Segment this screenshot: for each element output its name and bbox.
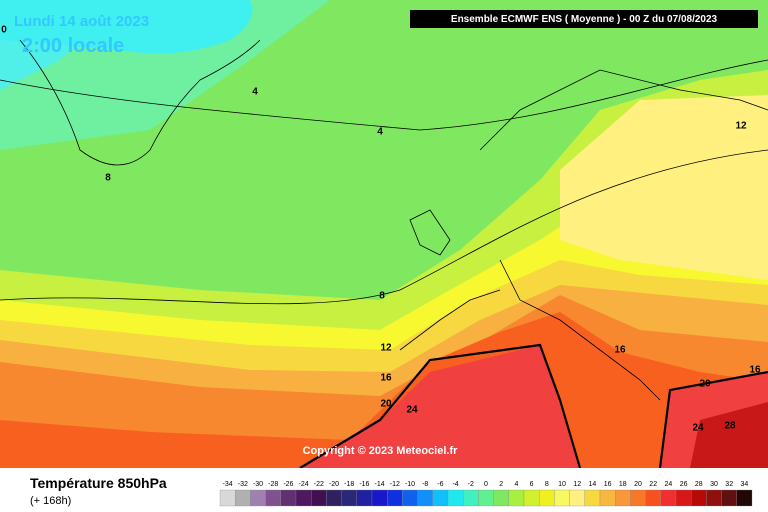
scale-box bbox=[630, 489, 646, 507]
scale-label: -18 bbox=[344, 481, 354, 488]
scale-box bbox=[463, 489, 479, 507]
scale-box bbox=[265, 489, 281, 507]
scale-label: 12 bbox=[573, 481, 581, 488]
contour-20 bbox=[299, 343, 768, 469]
scale-label: 14 bbox=[589, 481, 597, 488]
scale-box bbox=[675, 489, 692, 507]
scale-label: 10 bbox=[558, 481, 566, 488]
scale-box bbox=[295, 489, 312, 507]
scale-label: 2 bbox=[499, 481, 503, 488]
scale-label: -20 bbox=[329, 481, 339, 488]
scale-box bbox=[219, 489, 236, 507]
scale-box bbox=[660, 489, 677, 507]
scale-box bbox=[417, 489, 433, 507]
contour-label: 28 bbox=[724, 421, 736, 432]
scale-box bbox=[356, 489, 373, 507]
scale-box bbox=[432, 489, 449, 507]
footer-title: Température 850hPa bbox=[30, 475, 167, 491]
scale-box bbox=[371, 489, 388, 507]
contour-label: 24 bbox=[692, 423, 704, 434]
contour-label: 0 bbox=[1, 25, 7, 36]
scale-label: 34 bbox=[741, 481, 749, 488]
temperature-field bbox=[0, 0, 768, 468]
scale-box bbox=[584, 489, 601, 507]
scale-box bbox=[280, 489, 297, 507]
scale-box bbox=[341, 489, 357, 507]
coastlines bbox=[0, 39, 768, 401]
scale-box bbox=[447, 489, 464, 507]
scale-box bbox=[615, 489, 631, 507]
scale-label: 22 bbox=[649, 481, 657, 488]
scale-box bbox=[478, 489, 494, 507]
scale-label: -6 bbox=[437, 481, 443, 488]
scale-box bbox=[569, 489, 585, 507]
scale-label: 4 bbox=[514, 481, 518, 488]
scale-box bbox=[721, 489, 737, 507]
contour-label: 4 bbox=[377, 127, 383, 138]
scale-label: -16 bbox=[359, 481, 369, 488]
footer-lead: (+ 168h) bbox=[30, 495, 71, 507]
scale-box bbox=[311, 489, 327, 507]
contour-label: 16 bbox=[380, 373, 392, 384]
scale-label: -8 bbox=[422, 481, 428, 488]
contour-label: 8 bbox=[379, 291, 385, 302]
color-scale: -34 -32 -30 -28 -26 -24 -22 -20 -18 -16 -14 -12 -10-… bbox=[219, 481, 753, 507]
scale-label: 30 bbox=[710, 481, 718, 488]
scale-label: -30 bbox=[253, 481, 263, 488]
contour-label: 20 bbox=[699, 379, 711, 390]
scale-label: 0 bbox=[484, 481, 488, 488]
scale-box bbox=[736, 489, 753, 507]
scale-label: 28 bbox=[695, 481, 703, 488]
scale-label: 26 bbox=[680, 481, 688, 488]
scale-label: 6 bbox=[530, 481, 534, 488]
scale-box bbox=[250, 489, 266, 507]
scale-box bbox=[691, 489, 707, 507]
scale-box bbox=[523, 489, 540, 507]
scale-box bbox=[508, 489, 525, 507]
scale-box bbox=[599, 489, 616, 507]
scale-box bbox=[387, 489, 403, 507]
map-time: 2:00 locale bbox=[22, 35, 124, 57]
scale-box bbox=[554, 489, 570, 507]
scale-label: 8 bbox=[545, 481, 549, 488]
scale-label: -34 bbox=[223, 481, 233, 488]
contour-label: 16 bbox=[614, 345, 626, 356]
scale-label: 20 bbox=[634, 481, 642, 488]
scale-label: -14 bbox=[375, 481, 385, 488]
scale-label: 24 bbox=[665, 481, 673, 488]
scale-label: -10 bbox=[405, 481, 415, 488]
scale-box bbox=[326, 489, 342, 507]
scale-label: -2 bbox=[468, 481, 474, 488]
scale-box bbox=[402, 489, 418, 507]
scale-label: -32 bbox=[238, 481, 248, 488]
scale-box bbox=[235, 489, 251, 507]
contour-labels: 0 4 4 8 8 12 16 20 24 16 20 16 24 28 12 bbox=[1, 25, 761, 434]
scale-label: 18 bbox=[619, 481, 627, 488]
contour-label: 12 bbox=[735, 121, 747, 132]
run-info: Ensemble ECMWF ENS ( Moyenne ) - 00 Z du… bbox=[451, 14, 718, 25]
contour-label: 16 bbox=[749, 365, 761, 376]
contour-label: 24 bbox=[406, 405, 418, 416]
scale-box bbox=[706, 489, 722, 507]
contour-label: 20 bbox=[380, 399, 392, 410]
scale-label: -26 bbox=[283, 481, 293, 488]
scale-label: 16 bbox=[604, 481, 612, 488]
run-banner bbox=[410, 10, 758, 28]
scale-label: -24 bbox=[299, 481, 309, 488]
scale-label: -22 bbox=[314, 481, 324, 488]
copyright: Copyright © 2023 Meteociel.fr bbox=[303, 445, 459, 457]
scale-box bbox=[493, 489, 509, 507]
scale-box bbox=[539, 489, 555, 507]
contour-label: 8 bbox=[105, 173, 111, 184]
contour-label: 12 bbox=[380, 343, 392, 354]
scale-label: -12 bbox=[390, 481, 400, 488]
scale-label: -4 bbox=[452, 481, 458, 488]
contour-label: 4 bbox=[252, 87, 258, 98]
scale-box bbox=[645, 489, 661, 507]
scale-label: -28 bbox=[268, 481, 278, 488]
map-date: Lundi 14 août 2023 bbox=[14, 13, 149, 30]
scale-label: 32 bbox=[725, 481, 733, 488]
